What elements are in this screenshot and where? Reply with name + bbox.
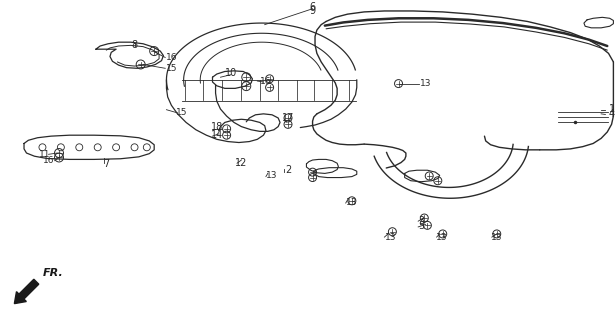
Text: 8: 8 — [131, 40, 137, 50]
Text: 4: 4 — [609, 109, 615, 119]
Text: 2: 2 — [285, 165, 291, 175]
FancyArrow shape — [14, 279, 39, 304]
Text: 13: 13 — [491, 233, 503, 242]
Text: 7: 7 — [103, 159, 110, 169]
Text: 17: 17 — [282, 113, 294, 123]
Text: 12: 12 — [235, 158, 248, 168]
Text: 14: 14 — [211, 130, 223, 140]
Text: 13: 13 — [385, 233, 396, 242]
Text: 13: 13 — [436, 233, 447, 242]
Text: 13: 13 — [266, 172, 278, 180]
Text: 3: 3 — [418, 216, 424, 226]
Text: 16: 16 — [43, 156, 54, 165]
Text: 15: 15 — [166, 64, 177, 73]
Text: 10: 10 — [225, 68, 237, 78]
Text: 16: 16 — [166, 53, 177, 62]
Text: 13: 13 — [419, 79, 431, 88]
Text: FR.: FR. — [43, 268, 63, 278]
Text: 5: 5 — [418, 221, 424, 231]
Text: 9: 9 — [309, 6, 315, 16]
Text: 15: 15 — [176, 108, 187, 117]
Text: 18: 18 — [211, 122, 223, 132]
Text: 16: 16 — [260, 76, 272, 85]
Text: 1: 1 — [609, 104, 615, 114]
Text: 6: 6 — [309, 2, 315, 12]
Text: 11: 11 — [39, 150, 51, 159]
Text: 13: 13 — [346, 197, 358, 207]
